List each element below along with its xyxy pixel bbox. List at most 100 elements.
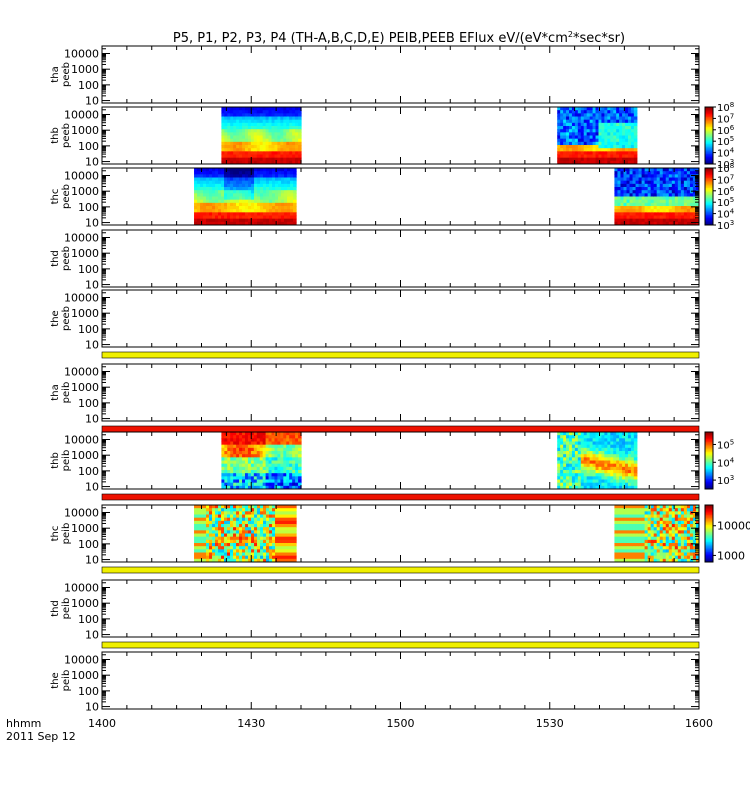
energy-tick-label: 100 — [78, 263, 99, 276]
colorbar-segment — [705, 517, 713, 520]
energy-tick-label: 1000 — [71, 449, 99, 462]
time-axis-label-date: 2011 Sep 12 — [6, 730, 76, 743]
colorbar-segment — [705, 135, 713, 138]
panel-label-product: peib — [61, 670, 72, 692]
panel-label-probe: thb — [50, 127, 61, 144]
energy-tick-label: 10000 — [64, 231, 99, 244]
panel-label-product: peeb — [61, 62, 72, 87]
colorbar-segment — [705, 446, 713, 449]
colorbar-segment — [705, 192, 713, 195]
time-tick-label: 1400 — [88, 717, 116, 730]
panel-frame — [101, 579, 700, 638]
panel-frame — [101, 504, 700, 563]
colorbar-segment — [705, 463, 713, 466]
colorbar-segment — [705, 185, 713, 188]
colorbar-segment — [705, 454, 713, 457]
colorbar-segment — [705, 530, 713, 533]
panel-label-product: peib — [61, 598, 72, 620]
colorbar-segment — [705, 176, 713, 179]
energy-tick-label: 1000 — [71, 185, 99, 198]
energy-tick-label: 100 — [78, 397, 99, 410]
colorbar-tick-label: 106 — [717, 185, 735, 198]
colorbar-segment — [705, 205, 713, 207]
colorbar-segment — [705, 215, 713, 217]
time-tick-label: 1500 — [387, 717, 415, 730]
colorbar-segment — [705, 486, 713, 489]
colorbar-segment — [705, 506, 713, 509]
colorbar-segment — [705, 544, 713, 547]
chart-title-part2: *sec*sr) — [573, 31, 625, 46]
colorbar-segment — [705, 466, 713, 469]
colorbar-segment — [705, 111, 713, 114]
time-tick-label: 1600 — [685, 717, 713, 730]
panel-frame — [101, 363, 700, 422]
colorbar-segment — [705, 187, 713, 190]
panel-label: thepeeb — [50, 306, 72, 331]
energy-tick-label: 10 — [85, 156, 99, 169]
energy-tick-label: 100 — [78, 465, 99, 478]
panel-label-product: peeb — [61, 246, 72, 271]
colorbar-segment — [705, 170, 713, 173]
colorbar-tick-label: 103 — [717, 158, 734, 171]
colorbar-segment — [705, 206, 713, 209]
colorbar-segment — [705, 158, 713, 161]
colorbar-segment — [705, 109, 713, 112]
colorbar-segment — [705, 122, 713, 125]
panel-label: thapeib — [50, 382, 72, 404]
colorbar-segment — [705, 507, 713, 510]
colorbar-segment — [705, 200, 713, 203]
colorbar-segment — [705, 144, 713, 146]
colorbar-segment — [705, 183, 713, 186]
energy-tick-label: 10 — [85, 95, 99, 108]
chart-title-part1: P5, P1, P2, P3, P4 (TH-A,B,C,D,E) PEIB,P… — [173, 31, 568, 46]
colorbar-segment — [705, 220, 713, 223]
energy-tick-label: 1000 — [71, 669, 99, 682]
colorbar-segment — [705, 470, 713, 473]
colorbar-segment — [705, 476, 713, 479]
colorbar-segment — [705, 550, 713, 553]
chart-title-sup: 2 — [568, 30, 573, 39]
colorbar-segment — [705, 179, 713, 182]
colorbar-segment — [705, 460, 713, 463]
colorbar-segment — [705, 108, 713, 111]
colorbar-segment — [705, 480, 713, 483]
colorbar-segment — [705, 461, 713, 464]
energy-tick-label: 1000 — [71, 381, 99, 394]
colorbar-segment — [705, 526, 713, 529]
panel-label-product: peib — [61, 450, 72, 472]
colorbar-tick-label: 1000 — [717, 549, 745, 562]
colorbar-segment — [705, 522, 713, 525]
colorbar-segment — [705, 128, 713, 131]
panel-label: thdpeeb — [50, 246, 72, 271]
colorbar-tick-label: 105 — [717, 196, 734, 209]
colorbar-segment — [705, 510, 713, 513]
panel-label-probe: thc — [50, 526, 61, 542]
colorbar-tick-label: 107 — [717, 173, 734, 186]
colorbar-segment — [705, 193, 713, 196]
colorbar-tick-label: 103 — [717, 474, 734, 487]
colorbar: 103 104 105 — [704, 431, 735, 490]
energy-tick-label: 10 — [85, 279, 99, 292]
colorbar-segment — [705, 469, 713, 471]
colorbar-segment — [705, 126, 713, 129]
colorbar-segment — [705, 154, 713, 156]
colorbar-segment — [705, 519, 713, 522]
colorbar-segment — [705, 443, 713, 446]
energy-tick-label: 100 — [78, 323, 99, 336]
panel-frame — [101, 289, 700, 348]
colorbar-segment — [705, 190, 713, 193]
colorbar-segment — [705, 114, 713, 117]
energy-tick-label: 10000 — [64, 581, 99, 594]
colorbar-segment — [705, 219, 713, 222]
energy-tick-label: 10000 — [64, 291, 99, 304]
energy-tick-label: 10000 — [64, 653, 99, 666]
